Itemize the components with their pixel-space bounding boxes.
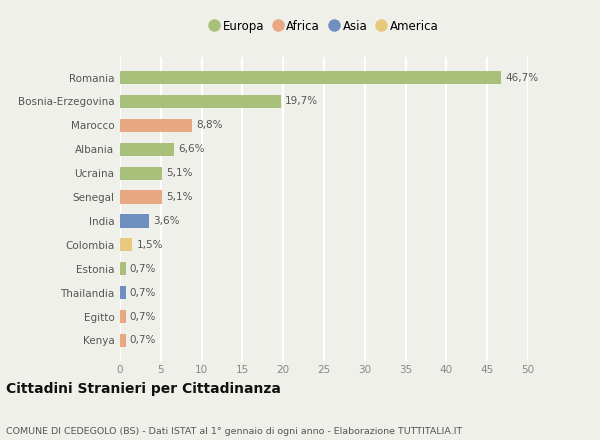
Bar — [120, 119, 192, 132]
Bar — [120, 262, 126, 275]
Text: 0,7%: 0,7% — [130, 264, 156, 274]
Bar — [120, 167, 161, 180]
Bar — [120, 143, 174, 156]
Bar — [120, 286, 126, 299]
Text: Cittadini Stranieri per Cittadinanza: Cittadini Stranieri per Cittadinanza — [6, 382, 281, 396]
Text: 5,1%: 5,1% — [166, 168, 192, 178]
Text: 46,7%: 46,7% — [505, 73, 538, 83]
Bar — [120, 95, 281, 108]
Text: 0,7%: 0,7% — [130, 288, 156, 297]
Bar — [120, 71, 501, 84]
Bar — [120, 238, 132, 251]
Text: 8,8%: 8,8% — [196, 121, 223, 130]
Text: 3,6%: 3,6% — [154, 216, 180, 226]
Text: 19,7%: 19,7% — [285, 96, 318, 106]
Bar — [120, 214, 149, 227]
Bar — [120, 191, 161, 204]
Text: 1,5%: 1,5% — [136, 240, 163, 250]
Text: 0,7%: 0,7% — [130, 335, 156, 345]
Text: 0,7%: 0,7% — [130, 312, 156, 322]
Bar — [120, 334, 126, 347]
Text: COMUNE DI CEDEGOLO (BS) - Dati ISTAT al 1° gennaio di ogni anno - Elaborazione T: COMUNE DI CEDEGOLO (BS) - Dati ISTAT al … — [6, 427, 462, 436]
Legend: Europa, Africa, Asia, America: Europa, Africa, Asia, America — [207, 18, 441, 35]
Bar — [120, 310, 126, 323]
Text: 5,1%: 5,1% — [166, 192, 192, 202]
Text: 6,6%: 6,6% — [178, 144, 205, 154]
